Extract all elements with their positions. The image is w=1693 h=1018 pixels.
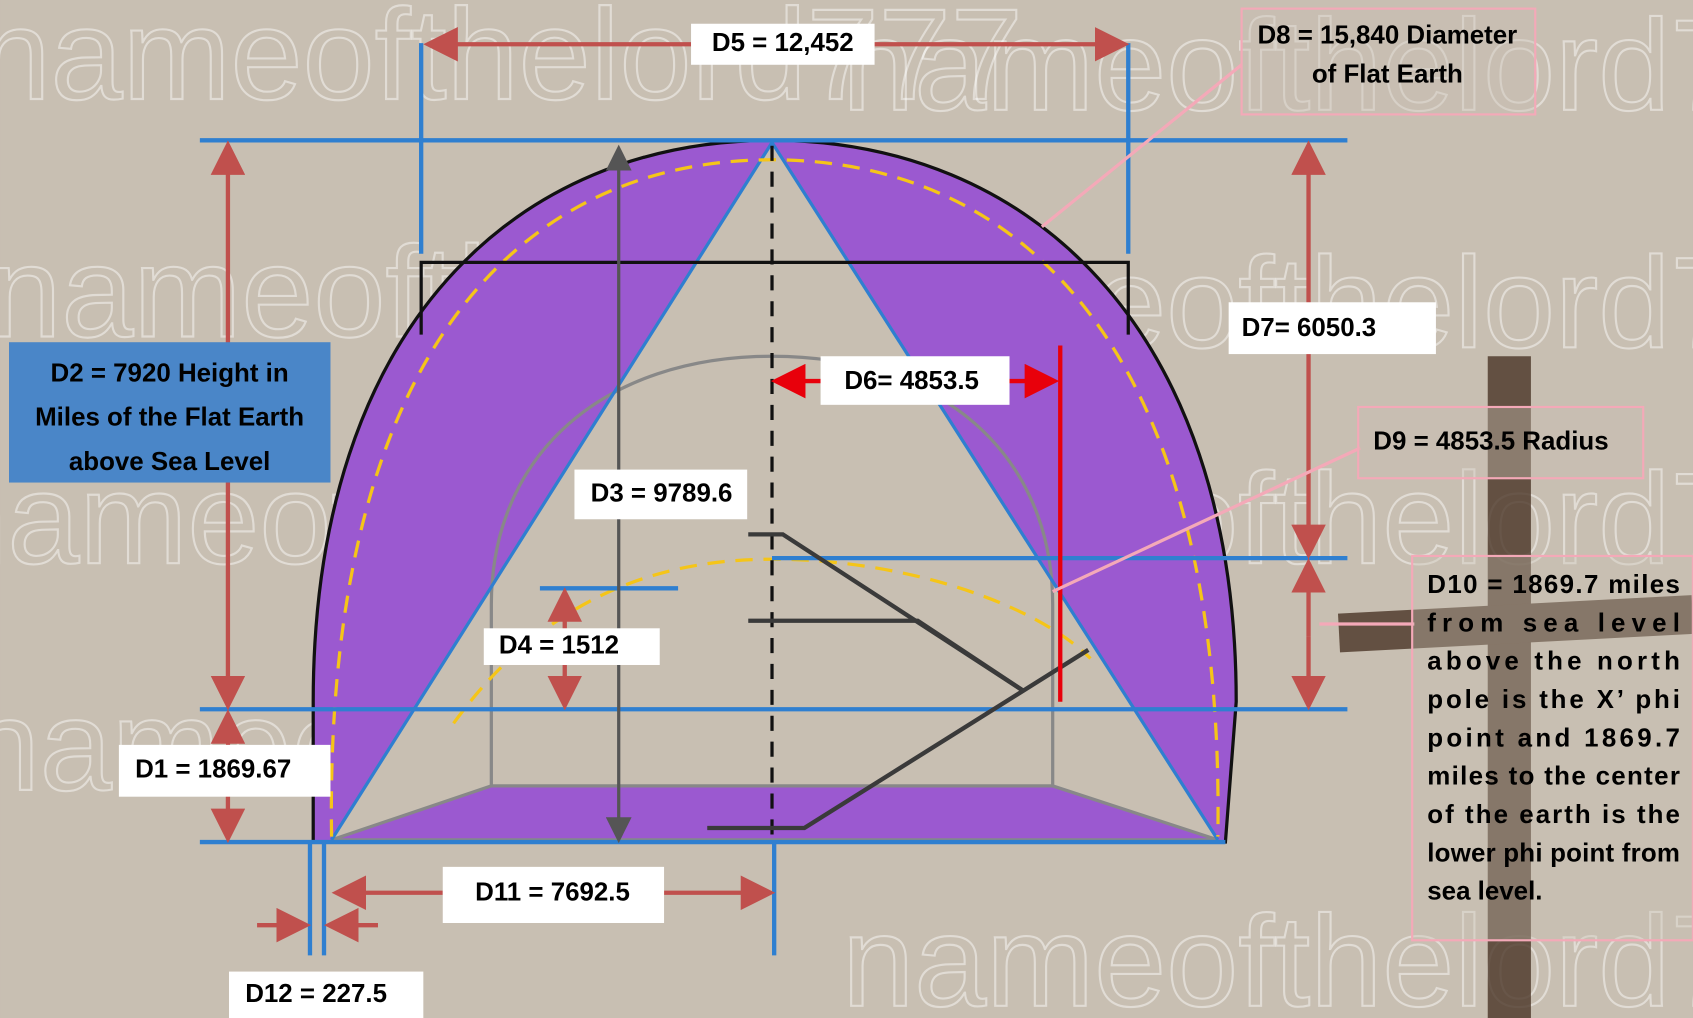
label-d2: Miles of the Flat Earth: [35, 404, 304, 432]
label-d10-line: from sea level: [1427, 609, 1680, 637]
label-d6: D6= 4853.5: [844, 367, 979, 395]
label-d8: D8 = 15,840 Diameter: [1257, 22, 1517, 50]
label-d5: D5 = 12,452: [712, 29, 854, 57]
label-d4: D4 = 1512: [499, 631, 619, 659]
label-d3: D3 = 9789.6: [591, 479, 733, 507]
label-d10: D10 = 1869.7 miles from sea level above th…: [1427, 571, 1680, 906]
label-d10-line: pole is the X’ phi: [1427, 686, 1680, 714]
label-d10-line: sea level.: [1427, 878, 1542, 906]
label-d10-line: point and 1869.7: [1427, 724, 1680, 752]
label-d12: D12 = 227.5: [245, 980, 387, 1008]
label-d10-line: miles to the center: [1427, 763, 1680, 791]
label-d1: D1 = 1869.67: [135, 756, 291, 784]
label-d2: above Sea Level: [69, 448, 271, 476]
label-d10-line: above the north: [1427, 648, 1680, 676]
label-d8: of Flat Earth: [1312, 60, 1463, 88]
label-d9: D9 = 4853.5 Radius: [1373, 427, 1608, 455]
label-d10-line: D10 = 1869.7 miles: [1427, 571, 1680, 599]
label-d10-line: lower phi point from: [1427, 839, 1680, 867]
label-d11: D11 = 7692.5: [475, 879, 630, 907]
label-d2: D2 = 7920 Height in: [51, 359, 289, 387]
label-d10-line: of the earth is the: [1427, 801, 1680, 829]
label-d7: D7= 6050.3: [1242, 314, 1377, 342]
diagram: nameofthelord777 nameofthelord777 nameof…: [0, 0, 1693, 1018]
